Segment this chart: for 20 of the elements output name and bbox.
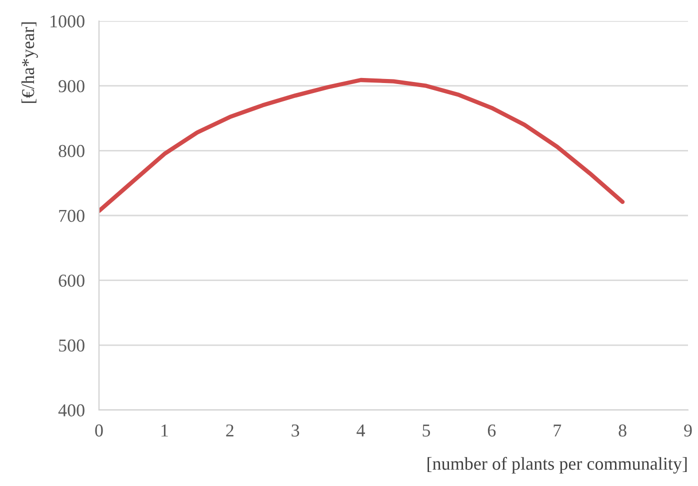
x-tick-label: 4	[356, 424, 366, 436]
x-tick-label: 2	[226, 424, 234, 436]
y-tick-label: 600	[58, 274, 84, 287]
y-tick-label: 800	[58, 144, 84, 158]
x-tick-label: 1	[162, 424, 168, 436]
line-series	[99, 78, 625, 214]
y-tick-label: 900	[58, 80, 84, 92]
y-tick-label: 500	[59, 339, 84, 352]
x-tick-label: 3	[292, 424, 300, 437]
x-tick-label: 7	[554, 424, 562, 436]
y-axis-title: [€/ha*year]	[21, 22, 38, 103]
x-tick-label: 0	[95, 424, 103, 437]
x-tick-label: 6	[488, 424, 496, 437]
y-tick-label: 400	[58, 404, 84, 416]
x-tick-label: 8	[618, 424, 626, 437]
y-tick-label: 700	[59, 210, 84, 222]
y-tick-label: 1000	[50, 15, 84, 28]
x-axis-title: [number of plants per communality]	[428, 456, 687, 474]
x-tick-label: 5	[422, 424, 430, 437]
x-tick-label: 9	[684, 424, 692, 437]
